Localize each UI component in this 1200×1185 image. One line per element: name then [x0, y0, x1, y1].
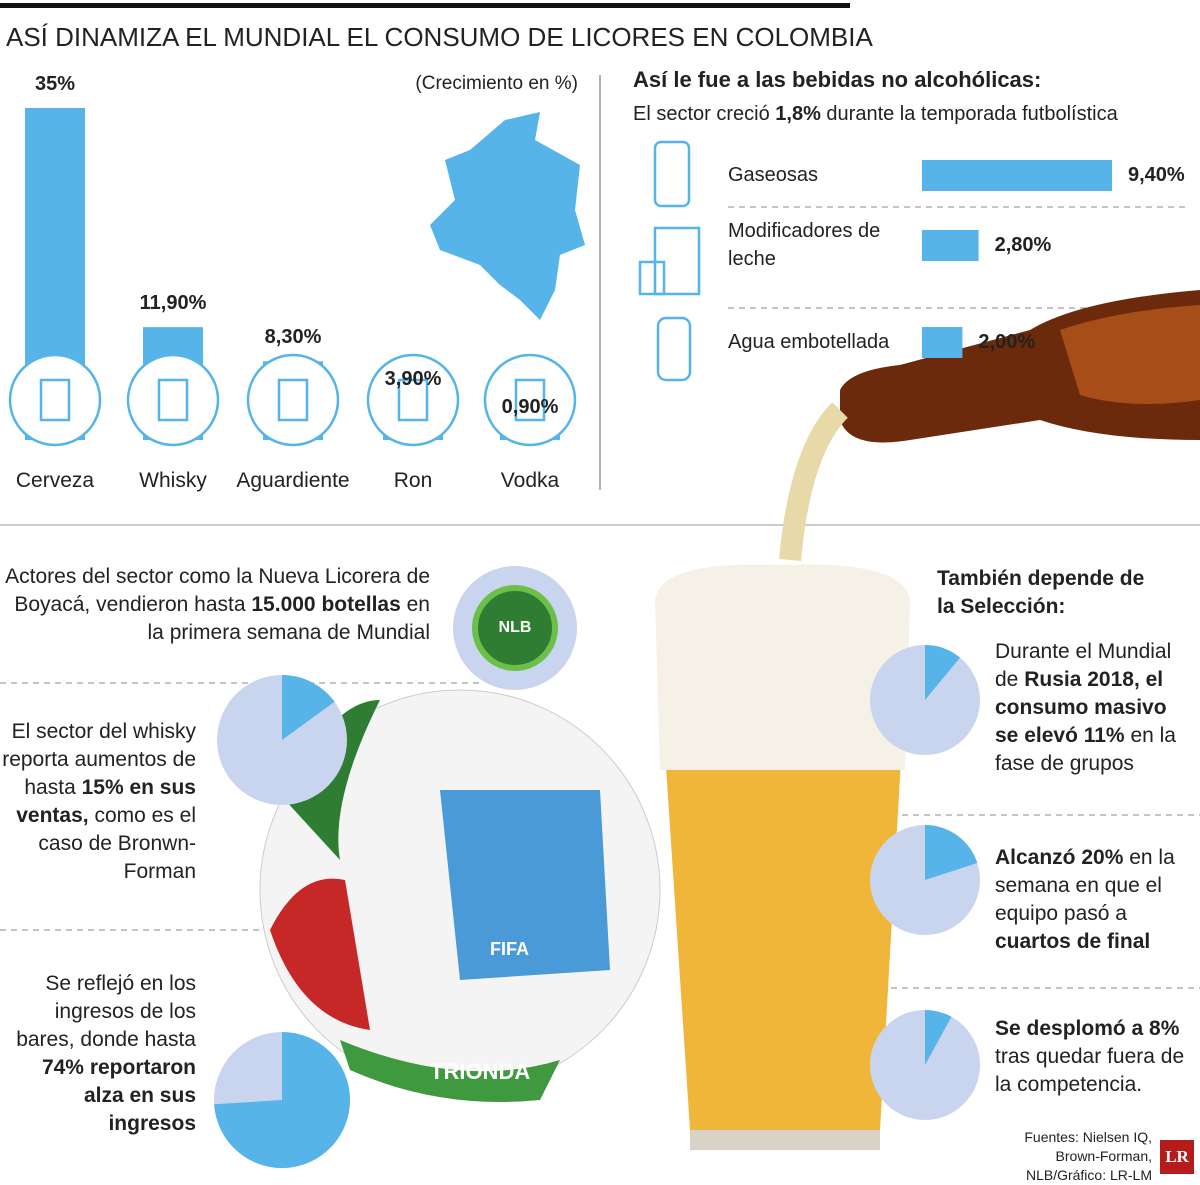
category-label: Cerveza [15, 469, 95, 492]
category-icon [397, 378, 429, 422]
bar [922, 230, 979, 261]
text-run: El sector creció [633, 103, 776, 125]
pie-slice [282, 675, 335, 740]
text-run: 15.000 botellas [251, 593, 401, 616]
category-icon [246, 353, 340, 447]
text-run: cuartos de final [995, 930, 1151, 953]
bar [922, 160, 1112, 191]
text-run: 74% reportaron alza en sus ingresos [41, 1056, 196, 1135]
text-run: como es el caso de Bronwn-Forman [38, 804, 196, 883]
note: Actores del sector como la Nueva Licorer… [0, 563, 430, 647]
soccer-ball [259, 689, 661, 1102]
category-icon [8, 353, 102, 447]
category-icon [157, 378, 189, 422]
category-label: Whisky [139, 469, 207, 492]
ball-label: TRIONDA [430, 1059, 531, 1084]
category-icon [126, 353, 220, 447]
value-label: 11,90% [139, 292, 207, 315]
nlb-label: NLB [498, 619, 532, 636]
value-label: 35% [34, 73, 76, 95]
beer-bottle [779, 290, 1200, 561]
text-run: en la primera semana de Mundial [147, 593, 430, 644]
text-run: Se desplomó a 8% [995, 1017, 1180, 1040]
logo-box [1160, 1140, 1194, 1174]
text-run: Rusia 2018, el consumo masivo se elevó 1… [995, 668, 1167, 747]
pie-slice [925, 1010, 952, 1065]
text-run: Alcanzó 20% [995, 846, 1124, 869]
category-label: Aguardiente [236, 469, 350, 492]
value-label: 3,90% [384, 368, 442, 390]
text-run: Durante el Mundial de [995, 640, 1172, 691]
nlb-badge [472, 585, 558, 671]
right-heading: También depende de la Selección: [937, 567, 1145, 618]
colombia-map [430, 112, 585, 320]
category-icon [366, 353, 460, 447]
top-rule [0, 3, 850, 8]
pie-text: El sector del whisky reporta aumentos de… [0, 718, 196, 886]
value-label: 9,40% [1128, 164, 1185, 186]
value-label: 0,90% [501, 396, 559, 419]
category-icon [483, 353, 577, 447]
value-label: 2,00% [978, 331, 1036, 353]
category-label: Gaseosas [728, 164, 819, 186]
text-run: Actores del sector como la Nueva Licorer… [5, 565, 430, 616]
category-label: Agua embotellada [728, 331, 890, 353]
sources: Fuentes: Nielsen IQ, Brown-Forman, NLB/G… [1024, 1129, 1152, 1183]
text-run: 1,8% [775, 103, 821, 125]
subtitle: (Crecimiento en %) [415, 73, 578, 94]
beer-glass [655, 564, 910, 1150]
category-icon [277, 378, 309, 422]
title: ASÍ DINAMIZA EL MUNDIAL EL CONSUMO DE LI… [6, 22, 873, 52]
text-run: Se reflejó en los ingresos de los bares,… [16, 972, 196, 1051]
category-icon [514, 378, 546, 422]
pie-slice [925, 825, 978, 880]
logo: LR [1165, 1147, 1189, 1166]
value-label: 2,80% [994, 234, 1052, 256]
category-label: Ron [393, 469, 433, 492]
text-run: tras quedar fuera de la competencia. [995, 1045, 1185, 1096]
pie-text: Se reflejó en los ingresos de los bares,… [0, 970, 196, 1138]
category-icon [39, 378, 71, 422]
drink-icons [638, 140, 701, 382]
pie-slice [214, 1032, 351, 1168]
text-run: en la fase de grupos [995, 724, 1176, 775]
pie-text: Se desplomó a 8% tras quedar fuera de la… [995, 1015, 1195, 1099]
text-run: El sector del whisky reporta aumentos de… [2, 720, 196, 799]
text-run: 15% en sus ventas, [16, 776, 196, 827]
category-label: Vodka [500, 469, 560, 492]
text-run: en la semana en que el equipo pasó a [995, 846, 1175, 925]
category-label: Modificadores de leche [728, 220, 881, 270]
bar [922, 327, 963, 358]
text-run: durante la temporada futbolística [820, 103, 1118, 125]
chart-title: Así le fue a las bebidas no alcohólicas: [633, 67, 1042, 92]
pie-slice [925, 645, 961, 700]
pie-text: Alcanzó 20% en la semana en que el equip… [995, 844, 1195, 956]
fifa-label: FIFA [490, 939, 529, 959]
value-label: 8,30% [264, 326, 322, 349]
chart-subtitle: El sector creció 1,8% durante la tempora… [633, 100, 1118, 128]
pie-text: Durante el Mundial de Rusia 2018, el con… [995, 638, 1195, 778]
